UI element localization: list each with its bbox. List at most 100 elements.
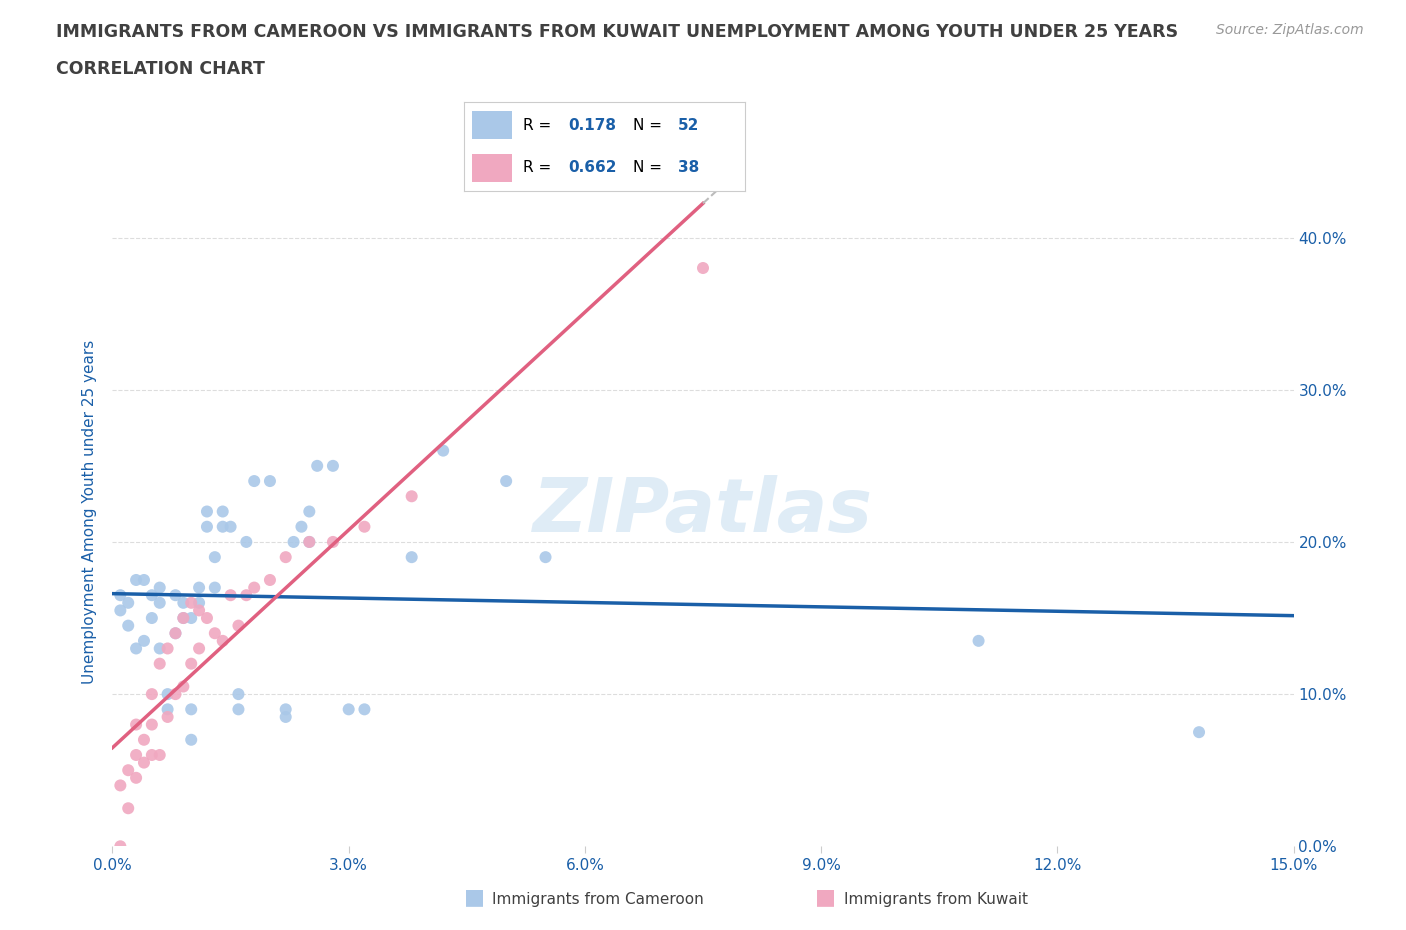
Point: [243, 473, 266, 488]
Point: [117, 595, 139, 610]
Point: [180, 702, 202, 717]
Point: [274, 550, 297, 565]
Point: [141, 611, 163, 626]
Text: R =: R =: [523, 118, 557, 133]
Point: [117, 763, 139, 777]
Point: [274, 702, 297, 717]
Point: [110, 778, 132, 793]
Point: [298, 535, 321, 550]
Point: [132, 573, 155, 588]
Point: [149, 580, 172, 595]
Point: [149, 595, 172, 610]
Point: [534, 550, 557, 565]
Point: [432, 444, 454, 458]
Point: [228, 686, 250, 701]
Text: ■: ■: [815, 886, 837, 907]
Point: [204, 580, 226, 595]
Text: IMMIGRANTS FROM CAMEROON VS IMMIGRANTS FROM KUWAIT UNEMPLOYMENT AMONG YOUTH UNDE: IMMIGRANTS FROM CAMEROON VS IMMIGRANTS F…: [56, 23, 1178, 41]
Point: [125, 770, 148, 785]
Point: [125, 748, 148, 763]
Point: [172, 679, 194, 694]
Point: [401, 489, 423, 504]
Point: [307, 458, 329, 473]
Text: ■: ■: [464, 886, 485, 907]
Point: [219, 588, 242, 603]
Point: [283, 535, 305, 550]
Point: [235, 535, 257, 550]
Point: [117, 801, 139, 816]
Point: [188, 580, 211, 595]
Point: [110, 839, 132, 854]
Point: [195, 504, 218, 519]
Point: [495, 473, 517, 488]
Point: [180, 657, 202, 671]
Point: [337, 702, 360, 717]
Text: R =: R =: [523, 160, 557, 175]
Point: [195, 611, 218, 626]
Point: [211, 519, 233, 534]
Point: [141, 717, 163, 732]
Point: [322, 535, 344, 550]
Point: [172, 611, 194, 626]
Point: [165, 626, 187, 641]
Point: [180, 595, 202, 610]
Point: [353, 519, 375, 534]
Point: [274, 710, 297, 724]
Point: [141, 588, 163, 603]
Point: [165, 588, 187, 603]
Point: [125, 573, 148, 588]
Bar: [472, 153, 512, 182]
Point: [110, 603, 132, 618]
Point: [165, 626, 187, 641]
Point: [228, 702, 250, 717]
Point: [967, 633, 990, 648]
Point: [211, 633, 233, 648]
Point: [156, 686, 179, 701]
Point: [172, 611, 194, 626]
Point: [211, 504, 233, 519]
Point: [172, 595, 194, 610]
Text: 0.662: 0.662: [568, 160, 616, 175]
Point: [141, 686, 163, 701]
Point: [1188, 724, 1211, 739]
Point: [188, 603, 211, 618]
Point: [149, 748, 172, 763]
Point: [243, 580, 266, 595]
Point: [125, 641, 148, 656]
Point: [401, 550, 423, 565]
Text: 38: 38: [678, 160, 699, 175]
Bar: [472, 111, 512, 140]
Point: [188, 641, 211, 656]
Text: CORRELATION CHART: CORRELATION CHART: [56, 60, 266, 78]
Point: [228, 618, 250, 633]
Point: [298, 504, 321, 519]
Point: [322, 458, 344, 473]
Point: [180, 611, 202, 626]
Point: [165, 686, 187, 701]
Point: [141, 748, 163, 763]
Point: [204, 550, 226, 565]
Point: [132, 755, 155, 770]
Point: [298, 535, 321, 550]
Point: [132, 732, 155, 747]
Text: N =: N =: [633, 160, 666, 175]
Point: [692, 260, 714, 275]
Point: [188, 595, 211, 610]
Point: [110, 588, 132, 603]
Point: [156, 710, 179, 724]
Point: [290, 519, 312, 534]
Text: Source: ZipAtlas.com: Source: ZipAtlas.com: [1216, 23, 1364, 37]
Text: 0.178: 0.178: [568, 118, 616, 133]
Y-axis label: Unemployment Among Youth under 25 years: Unemployment Among Youth under 25 years: [82, 339, 97, 684]
Point: [353, 702, 375, 717]
Text: 52: 52: [678, 118, 699, 133]
Text: Immigrants from Cameroon: Immigrants from Cameroon: [492, 892, 704, 907]
Text: Immigrants from Kuwait: Immigrants from Kuwait: [844, 892, 1028, 907]
Point: [149, 657, 172, 671]
Point: [259, 473, 281, 488]
Point: [204, 626, 226, 641]
Point: [156, 702, 179, 717]
Point: [156, 641, 179, 656]
Point: [235, 588, 257, 603]
Point: [149, 641, 172, 656]
